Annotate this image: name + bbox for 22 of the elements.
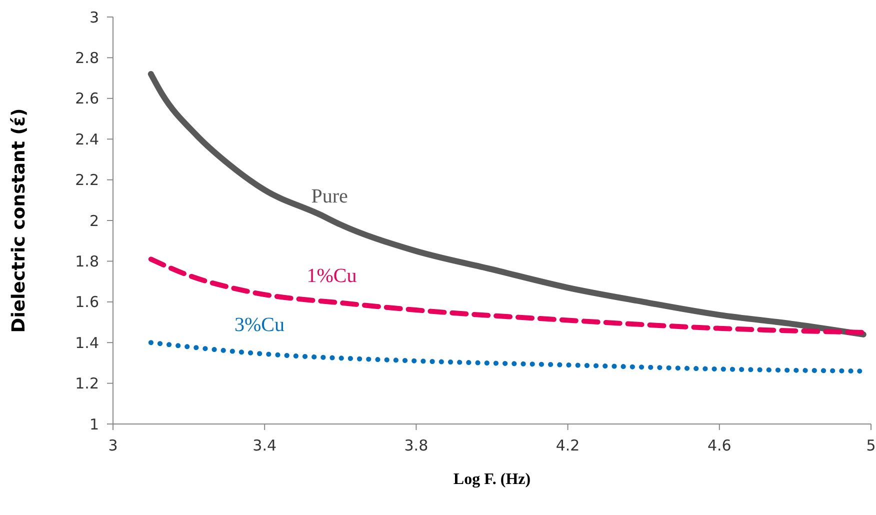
y-tick-label: 1 bbox=[89, 415, 99, 434]
y-tick-label: 2.4 bbox=[75, 130, 99, 148]
x-tick-label: 3.4 bbox=[252, 436, 277, 455]
y-tick-label: 2.8 bbox=[75, 49, 99, 68]
y-tick-label: 2 bbox=[89, 212, 99, 230]
series-label: 1%Cu bbox=[306, 264, 357, 287]
x-axis-title: Log F. (Hz) bbox=[453, 471, 531, 488]
y-tick-label: 1.4 bbox=[75, 334, 99, 352]
series-label: Pure bbox=[311, 185, 348, 208]
y-tick-label: 1.2 bbox=[75, 374, 99, 393]
x-tick-label: 5 bbox=[866, 436, 876, 455]
y-tick-label: 1.8 bbox=[75, 252, 99, 271]
x-tick-label: 4.2 bbox=[556, 436, 580, 455]
y-tick-label: 2.2 bbox=[75, 171, 99, 190]
y-axis-title: Dielectric constant (έ) bbox=[8, 108, 30, 333]
x-tick-label: 3 bbox=[108, 436, 118, 455]
y-tick-label: 1.6 bbox=[75, 293, 99, 312]
x-tick-label: 4.6 bbox=[707, 436, 732, 455]
x-tick-label: 3.8 bbox=[404, 436, 428, 455]
series-label: 3%Cu bbox=[234, 314, 284, 336]
y-tick-label: 3 bbox=[89, 8, 99, 26]
y-tick-label: 2.6 bbox=[75, 90, 99, 108]
